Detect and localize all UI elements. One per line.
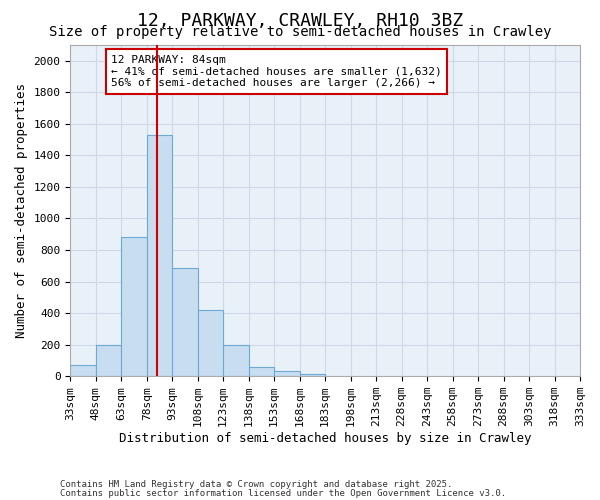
Text: 12, PARKWAY, CRAWLEY, RH10 3BZ: 12, PARKWAY, CRAWLEY, RH10 3BZ xyxy=(137,12,463,30)
Bar xyxy=(70,365,96,376)
Bar xyxy=(223,346,248,376)
X-axis label: Distribution of semi-detached houses by size in Crawley: Distribution of semi-detached houses by … xyxy=(119,432,532,445)
Text: Size of property relative to semi-detached houses in Crawley: Size of property relative to semi-detach… xyxy=(49,25,551,39)
Bar xyxy=(198,310,223,376)
Bar xyxy=(147,135,172,376)
Bar xyxy=(299,374,325,376)
Text: Contains HM Land Registry data © Crown copyright and database right 2025.: Contains HM Land Registry data © Crown c… xyxy=(60,480,452,489)
Text: Contains public sector information licensed under the Open Government Licence v3: Contains public sector information licen… xyxy=(60,488,506,498)
Text: 12 PARKWAY: 84sqm
← 41% of semi-detached houses are smaller (1,632)
56% of semi-: 12 PARKWAY: 84sqm ← 41% of semi-detached… xyxy=(111,55,442,88)
Bar xyxy=(274,372,299,376)
Bar xyxy=(96,346,121,376)
Bar xyxy=(121,238,147,376)
Bar xyxy=(172,268,198,376)
Bar xyxy=(248,367,274,376)
Y-axis label: Number of semi-detached properties: Number of semi-detached properties xyxy=(15,83,28,338)
